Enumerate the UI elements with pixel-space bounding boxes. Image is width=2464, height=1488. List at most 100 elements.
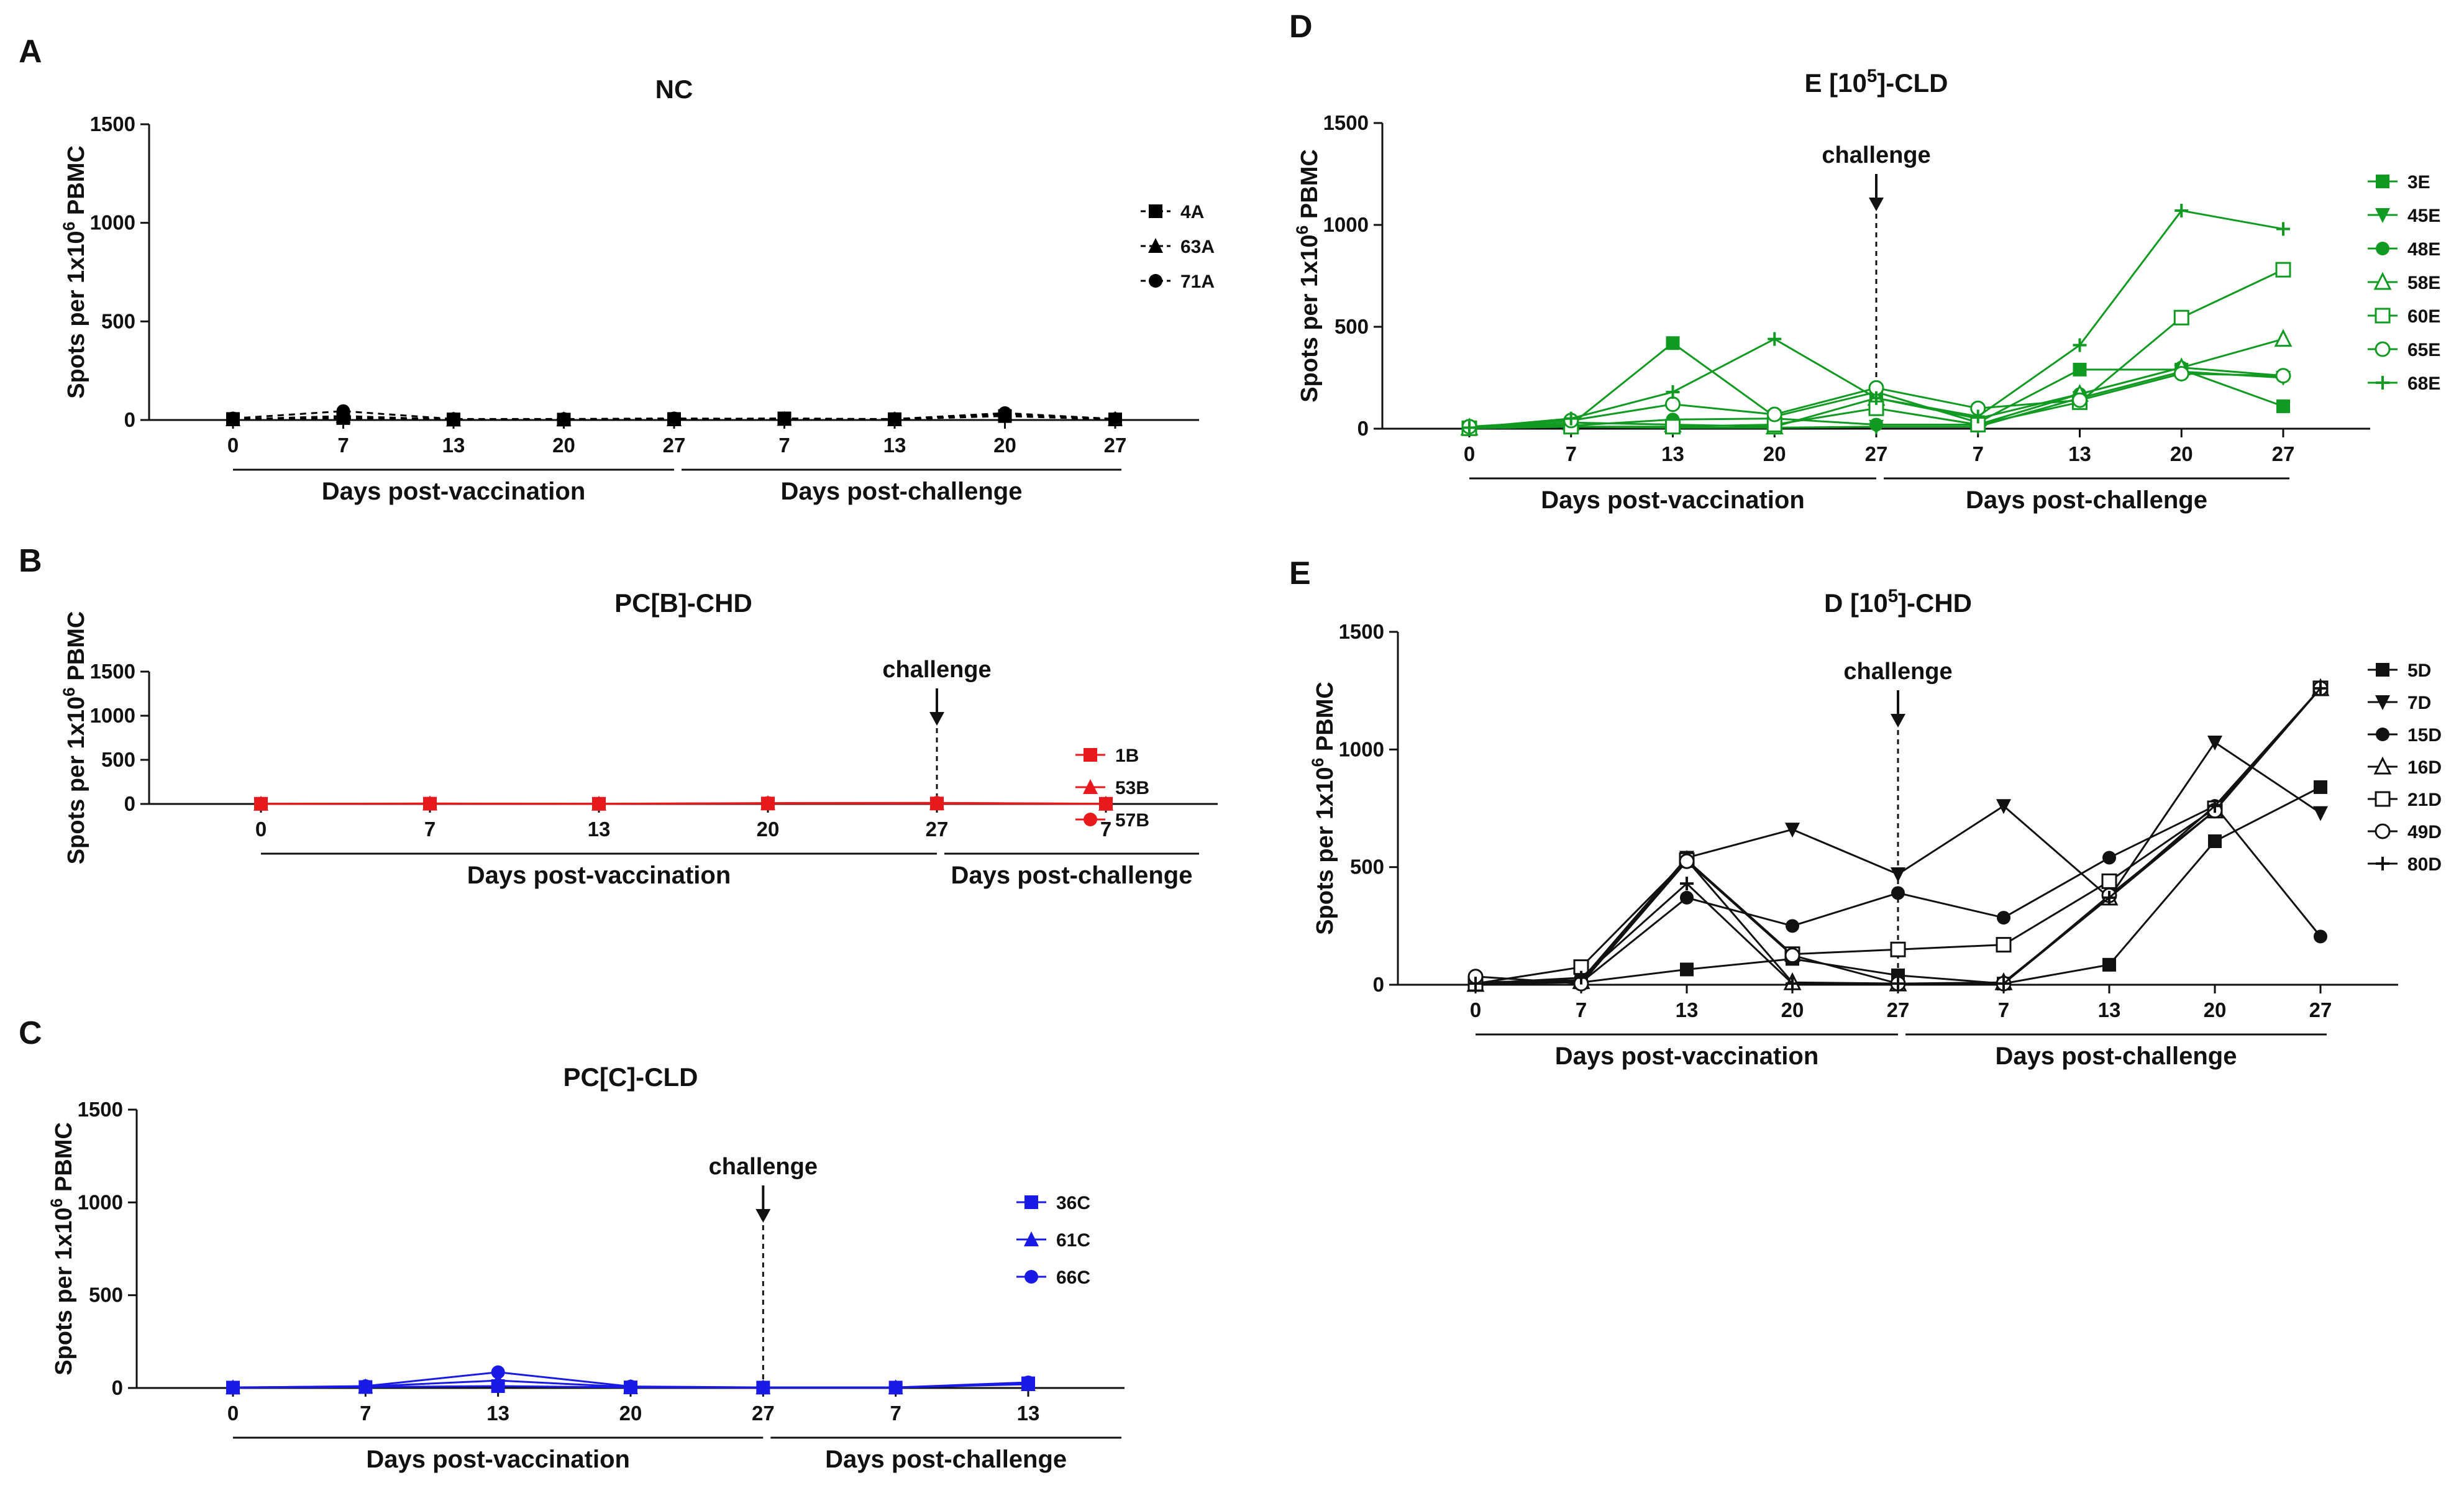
panel-label: C (19, 1015, 42, 1051)
data-point-71A (667, 411, 681, 426)
panel-a: A NC Spots per 1x106 PBMC 0 500 1000 1500 0 7 13 2… (19, 34, 1215, 505)
challenge-arrowhead (1869, 198, 1884, 211)
data-point-71A (1108, 412, 1122, 426)
data-point-5D (2208, 834, 2222, 849)
x-tick-label: 0 (255, 818, 267, 841)
data-point-7D (1891, 867, 1905, 883)
data-point-7D (1996, 799, 2011, 815)
x-tick-label: 27 (1104, 434, 1127, 457)
y-tick-label: 0 (1373, 973, 1384, 996)
legend-label: 5D (2407, 660, 2431, 681)
x-tick-label: 0 (1470, 998, 1481, 1021)
y-tick-label: 1500 (78, 1098, 123, 1121)
challenge-arrowhead (929, 712, 944, 726)
legend-marker (1024, 1270, 1038, 1284)
data-point-60E (2173, 309, 2189, 326)
y-tick-label: 1500 (90, 660, 135, 683)
legend-label: 7D (2407, 693, 2431, 713)
legend-label: 15D (2407, 725, 2442, 746)
legend-label: 71A (1180, 272, 1215, 292)
x-tick-label: 20 (552, 434, 575, 457)
x-tick-label: 7 (1100, 818, 1111, 841)
legend-marker (2375, 208, 2390, 223)
y-tick-label: 500 (101, 748, 135, 771)
data-point-21D (2101, 873, 2117, 889)
data-point-80D (1574, 970, 1588, 985)
y-tick-label: 500 (1335, 315, 1369, 338)
legend-label: 53B (1115, 778, 1149, 798)
group-label-vaccination: Days post-vaccination (467, 862, 731, 889)
data-point-49D (1784, 947, 1800, 964)
panel-label: D (1289, 9, 1313, 45)
x-tick-label: 7 (337, 434, 349, 457)
data-point-80D (1680, 877, 1694, 891)
legend-marker (2375, 308, 2391, 324)
data-point-61C (490, 1372, 506, 1388)
data-point-15D (1786, 919, 1799, 933)
data-point-71A (557, 412, 571, 426)
challenge-arrowhead (1891, 714, 1905, 728)
group-label-vaccination: Days post-vaccination (322, 478, 586, 505)
legend-marker (1149, 274, 1162, 288)
panel-title: PC[B]-CHD (614, 588, 752, 618)
data-point-57B (1099, 796, 1113, 811)
data-point-65E (2173, 365, 2189, 381)
legend-marker (1084, 748, 1097, 762)
data-point-66C (491, 1365, 505, 1379)
data-point-5D (2314, 780, 2327, 794)
legend-marker (1083, 779, 1098, 794)
legend-marker (2376, 376, 2389, 390)
y-tick-label: 0 (1357, 417, 1369, 440)
x-tick-label: 7 (778, 434, 790, 457)
x-tick-label: 20 (757, 818, 780, 841)
legend-marker (1084, 813, 1097, 826)
data-point-15D (1891, 886, 1905, 900)
panel-label: B (19, 543, 42, 579)
x-tick-label: 13 (1017, 1402, 1040, 1425)
panel-e: E D [105]-CHD Spots per 1x106 PBMC 0 500 1000… (1289, 555, 2442, 1070)
data-point-71A (226, 411, 240, 426)
x-tick-label: 13 (2068, 442, 2091, 465)
legend-marker (2376, 857, 2389, 870)
y-axis-label: Spots per 1x106 PBMC (1308, 682, 1338, 935)
y-tick-label: 500 (89, 1284, 123, 1307)
y-tick-label: 0 (124, 408, 135, 431)
data-point-80D (2208, 799, 2222, 813)
y-tick-label: 1500 (1339, 620, 1384, 643)
data-point-68E (2276, 222, 2290, 236)
challenge-label: challenge (1843, 659, 1952, 685)
data-point-21D (1890, 941, 1906, 957)
legend-label: 48E (2407, 239, 2440, 260)
data-point-71A (888, 412, 901, 426)
x-tick-label: 27 (752, 1402, 775, 1425)
x-tick-label: 13 (883, 434, 906, 457)
data-point-57B (930, 796, 944, 810)
data-point-68E (1869, 391, 1883, 405)
data-point-58E (2274, 329, 2293, 347)
legend-marker (1148, 238, 1163, 253)
legend-label: 1B (1115, 746, 1139, 766)
legend-marker (2376, 175, 2389, 188)
challenge-label: challenge (1822, 142, 1930, 168)
challenge-label: challenge (709, 1154, 818, 1180)
legend-label: 61C (1056, 1230, 1090, 1251)
data-point-80D (1997, 977, 2010, 991)
panel-title: E [105]-CLD (1804, 66, 1948, 98)
y-tick-label: 0 (124, 792, 135, 815)
legend-label: 68E (2407, 373, 2440, 394)
group-label-challenge: Days post-challenge (1966, 486, 2207, 514)
x-tick-label: 13 (2098, 998, 2121, 1021)
x-tick-label: 20 (993, 434, 1016, 457)
legend-label: 58E (2407, 273, 2440, 293)
y-axis-label: Spots per 1x106 PBMC (60, 611, 89, 865)
legend-label: 21D (2407, 790, 2442, 810)
x-tick-label: 13 (486, 1402, 509, 1425)
data-point-57B (423, 796, 437, 811)
panel-c: C PC[C]-CLD Spots per 1x106 PBMC 0 500 1000 15… (19, 1015, 1125, 1473)
data-point-49D (1679, 853, 1695, 869)
group-label-challenge: Days post-challenge (951, 862, 1192, 889)
data-point-7D (2207, 735, 2222, 751)
y-tick-label: 500 (1350, 856, 1384, 879)
x-tick-label: 27 (2309, 998, 2332, 1021)
